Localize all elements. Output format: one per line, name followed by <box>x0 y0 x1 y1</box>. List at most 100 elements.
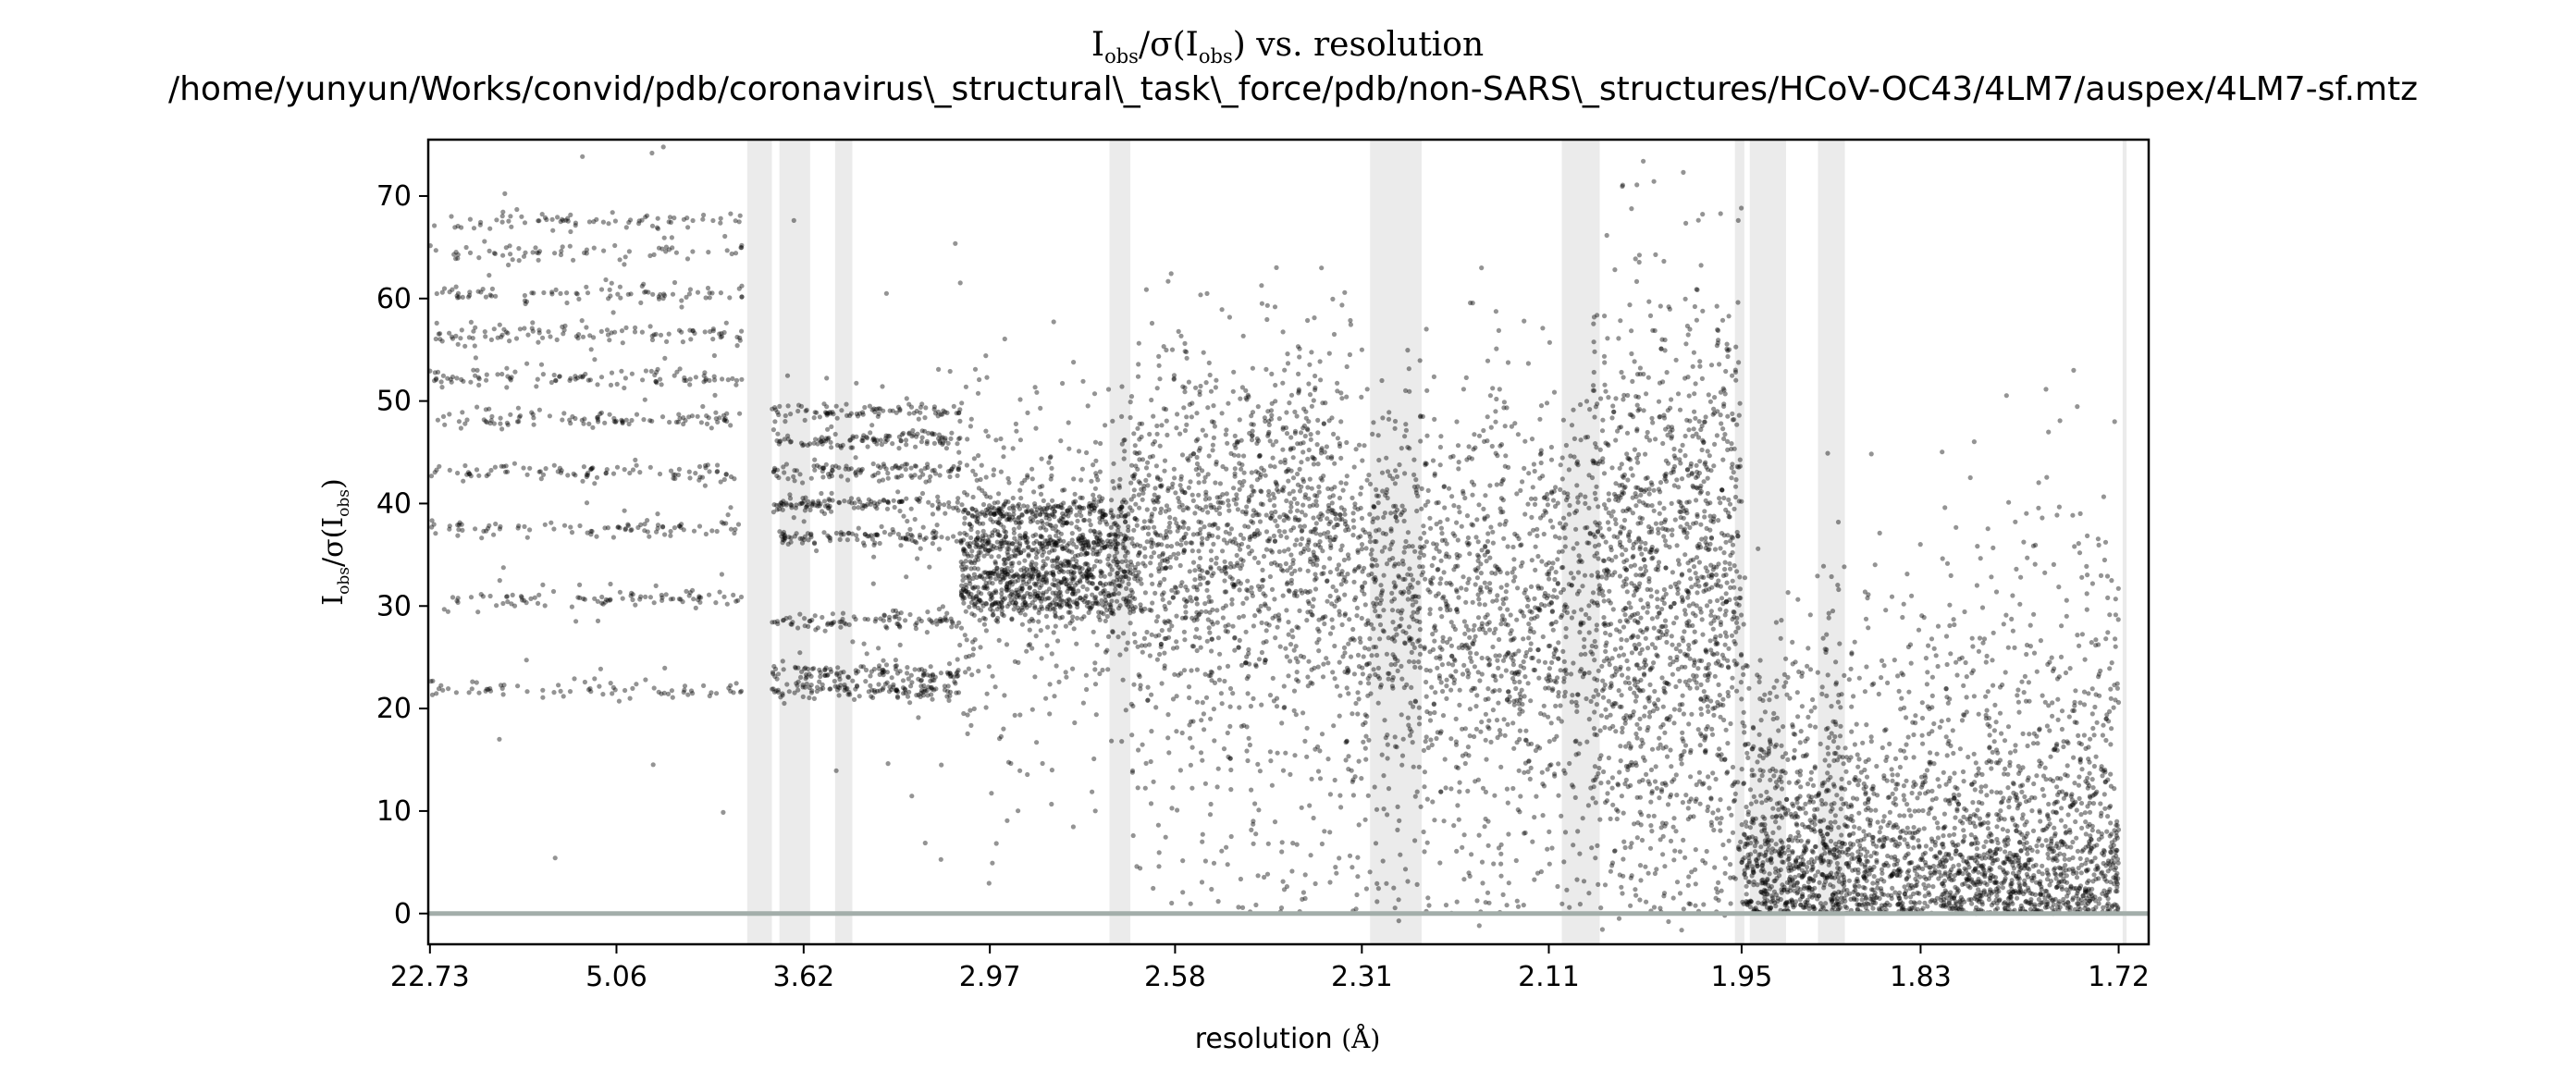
data-point <box>1317 748 1323 754</box>
data-point <box>1321 571 1326 576</box>
data-point <box>1556 761 1561 767</box>
data-point <box>1120 677 1126 683</box>
data-point <box>1069 537 1075 543</box>
data-point <box>581 421 586 426</box>
data-point <box>1211 707 1216 712</box>
data-point <box>1319 265 1325 271</box>
data-point <box>1153 463 1159 469</box>
data-point <box>783 412 788 419</box>
data-point <box>484 377 489 383</box>
data-point <box>938 619 943 624</box>
data-point <box>971 612 977 618</box>
data-point <box>1342 289 1348 295</box>
data-point <box>739 294 745 300</box>
data-point <box>789 505 795 511</box>
data-point <box>1263 366 1269 372</box>
data-point <box>1223 623 1228 629</box>
data-point <box>471 226 477 231</box>
data-point <box>536 251 541 256</box>
data-point <box>1097 494 1103 499</box>
data-point <box>1255 470 1261 475</box>
data-point <box>1305 568 1311 573</box>
data-point <box>1017 437 1023 443</box>
data-point <box>1134 542 1140 548</box>
data-point <box>620 340 625 346</box>
data-point <box>687 475 693 481</box>
data-point <box>432 223 438 228</box>
data-point <box>582 250 587 255</box>
data-point <box>1313 531 1319 536</box>
data-point <box>1238 547 1243 552</box>
data-point <box>1058 438 1064 444</box>
data-point <box>1017 501 1022 507</box>
data-point <box>1395 827 1400 833</box>
data-point <box>1313 542 1318 548</box>
data-point <box>724 248 730 253</box>
data-point <box>531 415 536 421</box>
data-point <box>569 604 575 609</box>
data-point <box>852 500 857 506</box>
data-point <box>1257 609 1263 614</box>
data-point <box>1267 438 1273 444</box>
data-point <box>1029 707 1035 712</box>
data-point <box>1116 577 1123 583</box>
data-point <box>682 377 687 383</box>
data-point <box>1047 586 1053 592</box>
data-point <box>871 666 878 672</box>
data-point <box>1263 529 1270 535</box>
data-point <box>1299 484 1304 489</box>
data-point <box>506 218 512 224</box>
data-point <box>1241 453 1247 459</box>
data-point <box>726 685 732 691</box>
data-point <box>1527 531 1533 536</box>
data-point <box>1255 761 1261 768</box>
data-point <box>693 605 698 611</box>
data-point <box>616 524 622 530</box>
data-point <box>651 252 657 257</box>
data-point <box>1067 621 1073 626</box>
data-point <box>1364 387 1370 392</box>
data-point <box>495 372 500 377</box>
data-point <box>1144 507 1150 512</box>
data-point <box>619 417 624 423</box>
data-point <box>1075 615 1080 621</box>
data-point <box>450 336 456 341</box>
data-point <box>801 519 807 524</box>
data-point <box>1157 651 1163 658</box>
data-point <box>581 464 587 470</box>
data-point <box>1122 569 1128 575</box>
data-point <box>1313 387 1318 393</box>
data-point <box>1194 609 1200 615</box>
data-point <box>786 689 792 695</box>
data-point <box>1290 841 1296 846</box>
data-point <box>1017 585 1023 591</box>
data-point <box>595 382 600 388</box>
data-point <box>855 536 860 543</box>
data-point <box>1237 705 1242 710</box>
data-point <box>1337 659 1342 665</box>
data-point <box>1559 565 1565 571</box>
data-point <box>1154 386 1160 391</box>
data-point <box>454 375 460 381</box>
data-point <box>930 696 935 702</box>
data-point <box>1154 423 1160 429</box>
data-point <box>1075 518 1080 523</box>
data-point <box>1229 601 1235 607</box>
data-point <box>696 477 702 483</box>
data-point <box>629 590 635 597</box>
data-point <box>1026 552 1031 558</box>
data-point <box>536 407 543 412</box>
data-point <box>1490 386 1496 391</box>
data-point <box>1227 723 1233 730</box>
data-point <box>1511 745 1517 751</box>
data-point <box>1233 445 1239 450</box>
data-point <box>856 525 861 531</box>
data-point <box>1058 563 1064 569</box>
data-point <box>1162 603 1167 609</box>
data-point <box>895 489 901 495</box>
data-point <box>876 411 881 416</box>
data-point <box>1061 513 1066 520</box>
data-point <box>1483 737 1488 743</box>
data-point <box>1139 608 1144 613</box>
data-point <box>1485 843 1491 848</box>
